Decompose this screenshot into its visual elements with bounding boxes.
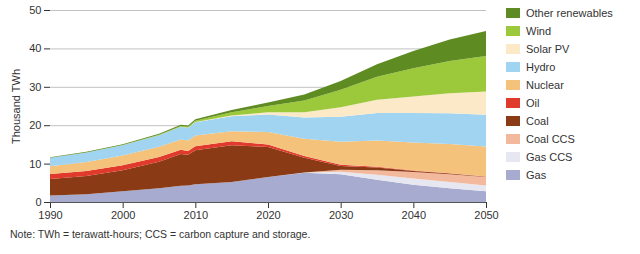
svg-text:0: 0 [35, 196, 41, 208]
html-text:Hydro: Hydro [526, 61, 556, 73]
svg-text:2020: 2020 [256, 209, 280, 221]
html-text:Other renewables: Other renewables [526, 7, 613, 19]
html-text:Note: TWh = terawatt-hours; CC: Note: TWh = terawatt-hours; CCS = carbon… [10, 228, 311, 240]
svg-text:2040: 2040 [402, 209, 426, 221]
svg-text:10: 10 [29, 158, 41, 170]
svg-text:50: 50 [29, 4, 41, 16]
html-text:Oil: Oil [526, 97, 540, 109]
svg-text:Thousand TWh: Thousand TWh [10, 69, 22, 144]
html-text:Gas CCS: Gas CCS [526, 151, 573, 163]
html-text:Coal CCS: Coal CCS [526, 133, 575, 145]
svg-text:1990: 1990 [38, 209, 62, 221]
svg-text:2000: 2000 [111, 209, 135, 221]
svg-text:2050: 2050 [474, 209, 498, 221]
html-text:Nuclear: Nuclear [526, 79, 564, 91]
html-text:Coal: Coal [526, 115, 549, 127]
html-text:Wind: Wind [526, 25, 552, 37]
svg-text:20: 20 [29, 119, 41, 131]
html-text:Gas: Gas [526, 169, 547, 181]
svg-text:2030: 2030 [329, 209, 353, 221]
svg-text:30: 30 [29, 81, 41, 93]
html-text:Solar PV: Solar PV [526, 43, 570, 55]
svg-text:2010: 2010 [184, 209, 208, 221]
svg-text:40: 40 [29, 42, 41, 54]
